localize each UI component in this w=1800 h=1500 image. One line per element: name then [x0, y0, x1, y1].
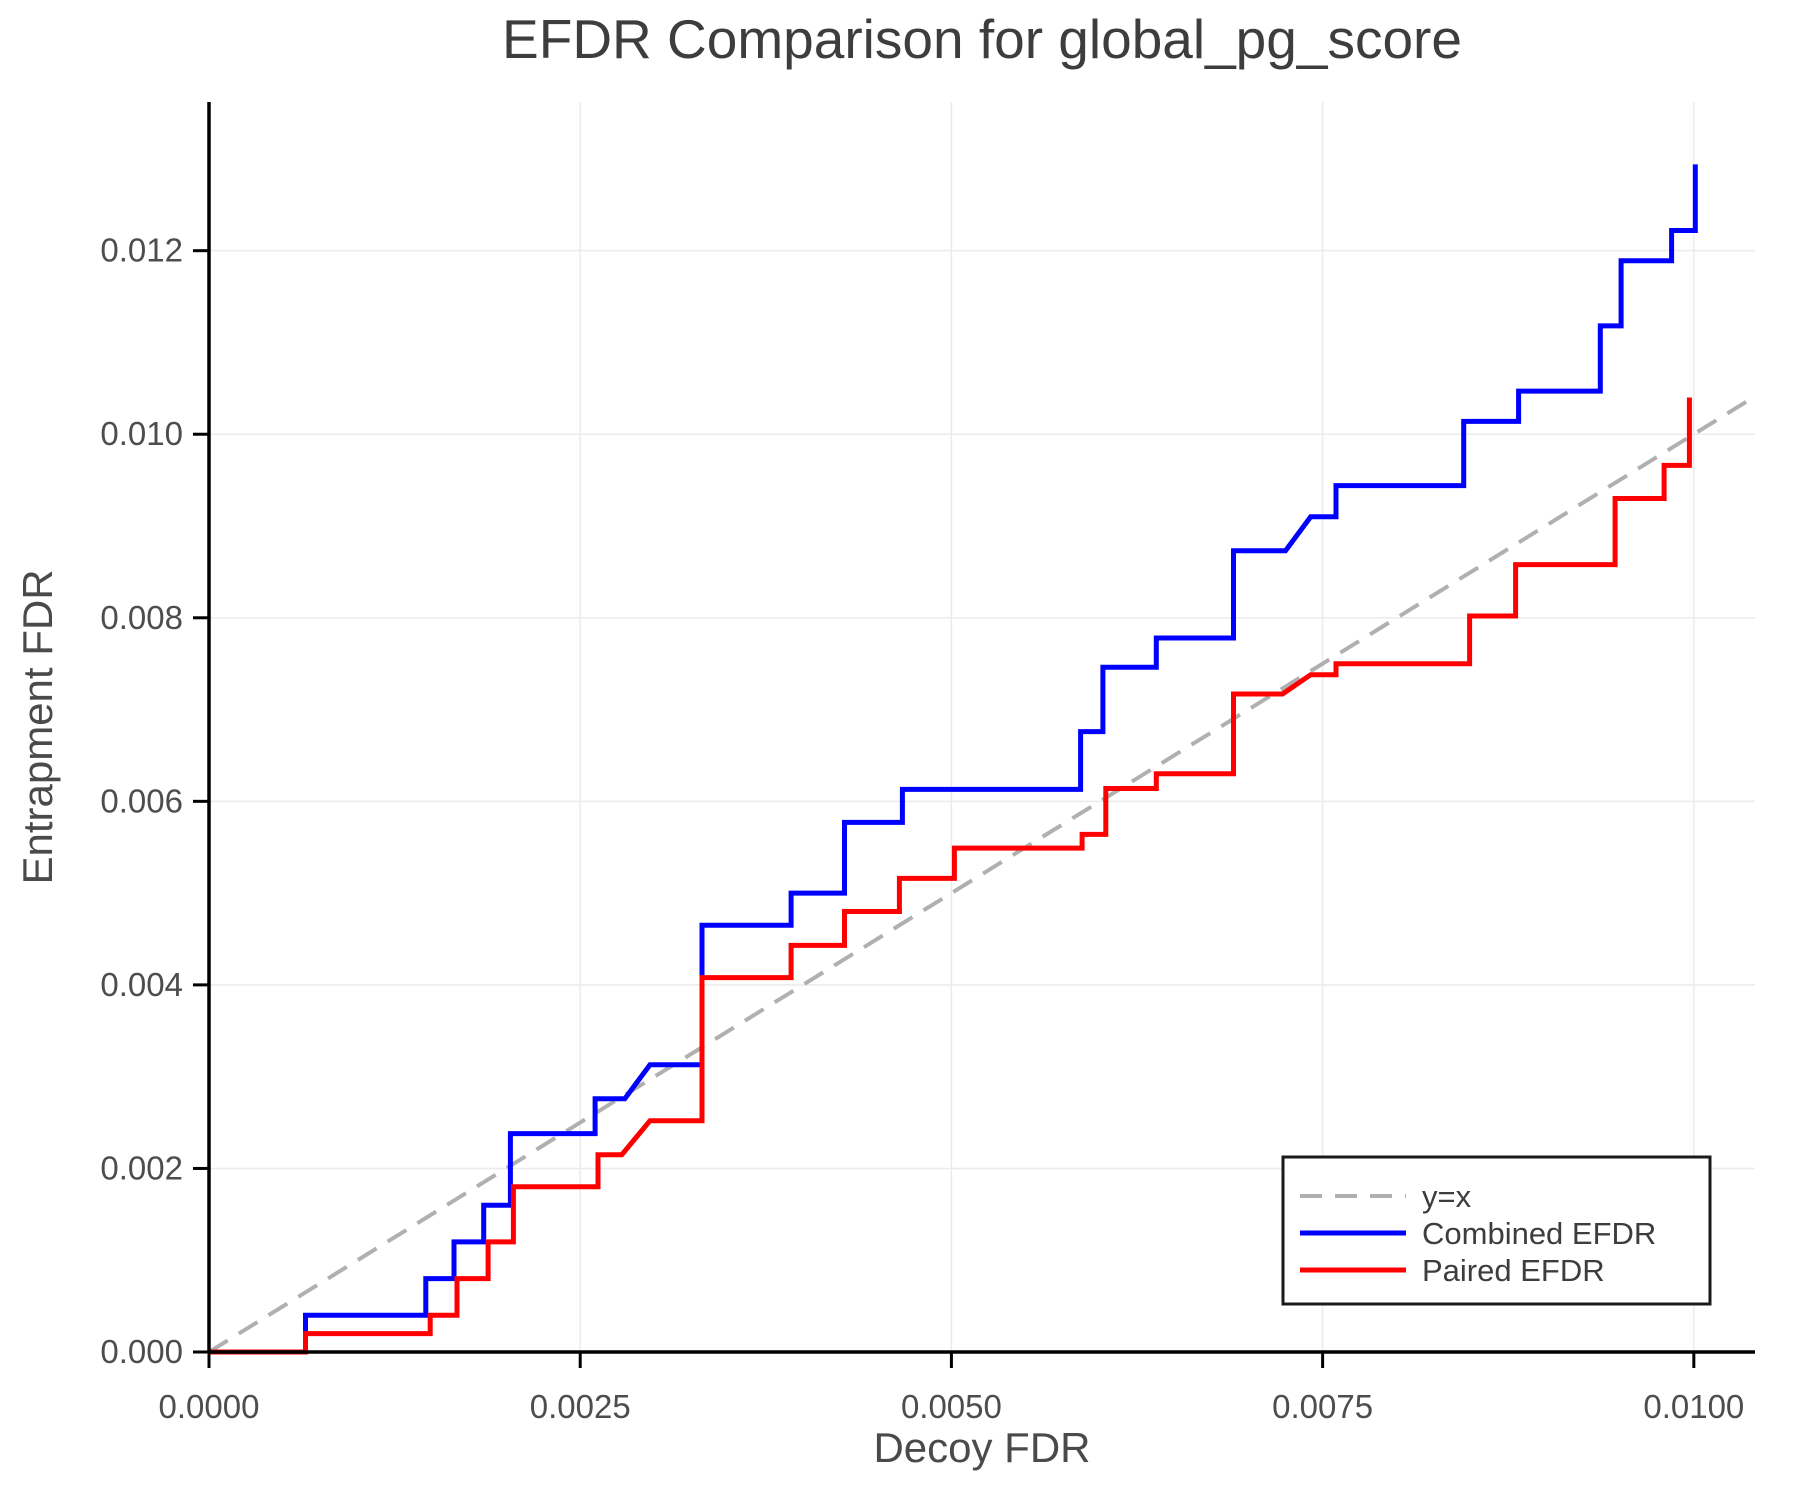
y-axis-label: Entrapment FDR	[14, 569, 61, 884]
identity-line	[207, 394, 1757, 1354]
legend-label-identity: y=x	[1422, 1179, 1472, 1214]
y-tick-label: 0.010	[100, 415, 183, 452]
y-tick-label: 0.008	[100, 599, 183, 636]
axes-spines	[207, 102, 1755, 1354]
x-axis-label: Decoy FDR	[873, 1424, 1090, 1471]
legend-label-paired: Paired EFDR	[1422, 1253, 1605, 1288]
x-tick-label: 0.0075	[1272, 1388, 1373, 1425]
legend: y=x Combined EFDR Paired EFDR	[1281, 1155, 1712, 1306]
x-tick-labels: 0.0000 0.0025 0.0050 0.0075 0.0100	[159, 1388, 1745, 1425]
y-tick-label: 0.000	[100, 1333, 183, 1370]
x-tick-label: 0.0025	[530, 1388, 631, 1425]
combined-efdr-line	[209, 164, 1698, 1355]
y-tick-label: 0.006	[100, 782, 183, 819]
y-tick-label: 0.002	[100, 1149, 183, 1186]
x-tick-label: 0.0000	[159, 1388, 260, 1425]
paired-efdr-line	[209, 397, 1692, 1355]
legend-label-combined: Combined EFDR	[1422, 1216, 1656, 1251]
x-tick-label: 0.0050	[901, 1388, 1002, 1425]
tick-marks	[193, 249, 1696, 1368]
y-tick-label: 0.004	[100, 966, 183, 1003]
chart-title: EFDR Comparison for global_pg_score	[502, 8, 1462, 70]
x-tick-label: 0.0100	[1643, 1388, 1744, 1425]
y-tick-label: 0.012	[100, 232, 183, 269]
y-tick-labels: 0.000 0.002 0.004 0.006 0.008 0.010 0.012	[100, 232, 183, 1370]
